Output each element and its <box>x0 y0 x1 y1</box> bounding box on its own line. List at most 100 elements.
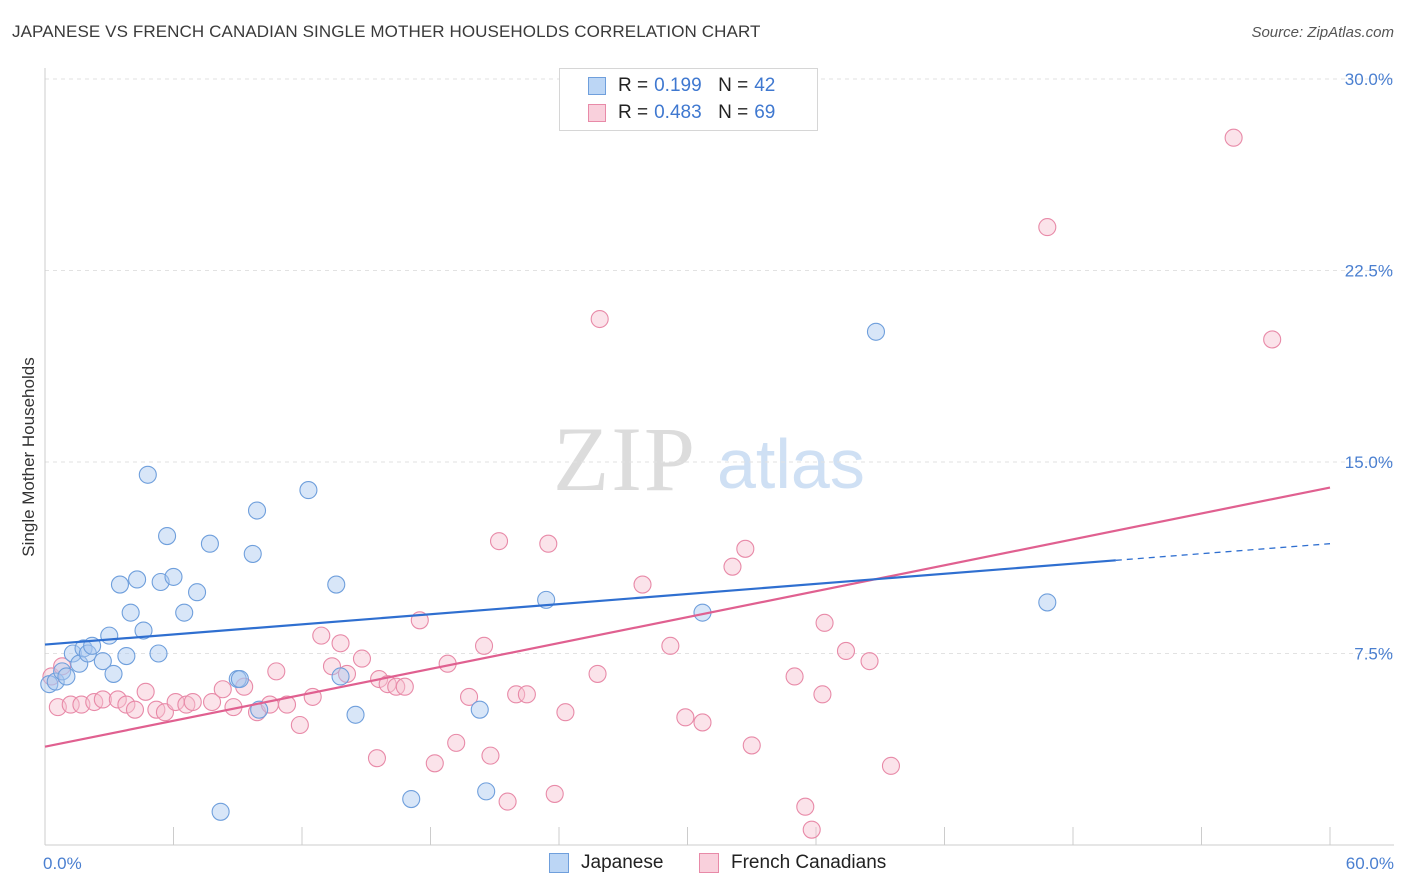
french-canadians-point <box>203 692 222 712</box>
french-canadians-point <box>290 715 309 735</box>
series-legend-japanese[interactable]: Japanese <box>549 852 663 874</box>
french-canadians-point <box>93 690 112 709</box>
japanese-point <box>121 603 140 622</box>
french-canadians-point <box>459 687 479 706</box>
japanese-point <box>470 700 489 719</box>
french-canadians-point <box>723 557 742 576</box>
japanese-point <box>477 782 496 801</box>
grid <box>45 78 1394 654</box>
french-canadians-point <box>556 703 575 722</box>
french-canadians-point <box>590 309 609 329</box>
french-canadians-trend-line <box>44 486 1331 748</box>
legend-row-french-canadians: R = 0.483 N = 69 <box>588 101 775 125</box>
legend-swatch-french-canadians <box>588 104 606 122</box>
chart-title: JAPANESE VS FRENCH CANADIAN SINGLE MOTHE… <box>12 22 761 41</box>
legend-swatch-japanese <box>588 77 606 95</box>
japanese-point <box>158 526 177 546</box>
japanese-point <box>117 647 136 666</box>
french-canadians-point <box>489 532 509 551</box>
french-canadians-points <box>42 128 1282 839</box>
legend-n-label: N = <box>718 102 749 123</box>
french-canadians-point <box>352 649 372 668</box>
legend-r-label: R = <box>618 102 649 123</box>
japanese-point <box>134 621 153 640</box>
french-canadians-point <box>312 626 331 645</box>
series-legend: Japanese French Canadians <box>0 852 1406 878</box>
y-tick-label: 30.0% <box>1345 70 1393 89</box>
french-canadians-point <box>661 636 680 655</box>
legend-r-value: 0.199 <box>654 75 702 96</box>
x-tick-label-min: 0.0% <box>43 854 82 873</box>
japanese-point <box>200 534 219 553</box>
french-canadians-point <box>125 700 144 719</box>
y-tick-labels: 7.5% 15.0% 22.5% 30.0% <box>1345 70 1393 664</box>
japanese-point <box>57 667 76 686</box>
french-canadians-point <box>213 680 232 699</box>
japanese-point <box>243 544 262 563</box>
series-swatch-japanese <box>549 853 569 873</box>
japanese-point <box>93 652 112 671</box>
french-canadians-point <box>633 575 652 594</box>
french-canadians-point <box>277 695 297 714</box>
french-canadians-point <box>836 641 856 660</box>
x-ticks <box>44 827 1331 845</box>
japanese-point <box>1038 593 1057 612</box>
japanese-point <box>149 644 168 663</box>
japanese-point <box>138 465 157 484</box>
series-swatch-french-canadians <box>699 853 719 873</box>
french-canadians-point <box>367 749 387 768</box>
japanese-point <box>402 789 421 809</box>
french-canadians-point <box>474 636 494 655</box>
japanese-point <box>188 583 207 602</box>
french-canadians-point <box>267 662 286 681</box>
axes <box>44 68 1394 846</box>
french-canadians-point <box>481 746 500 765</box>
japanese-point <box>110 575 130 594</box>
french-canadians-point <box>676 708 695 727</box>
french-canadians-point <box>860 652 879 671</box>
french-canadians-point <box>588 664 607 683</box>
french-canadians-point <box>331 634 350 653</box>
y-tick-label: 7.5% <box>1354 645 1393 664</box>
x-tick-label-max: 60.0% <box>1346 854 1394 873</box>
legend-r-label: R = <box>618 75 649 96</box>
legend-row-japanese: R = 0.199 N = 42 <box>588 74 775 98</box>
japanese-point <box>128 570 147 589</box>
japanese-point <box>327 575 346 594</box>
french-canadians-point <box>802 820 821 839</box>
series-legend-french-canadians[interactable]: French Canadians <box>699 852 886 874</box>
french-canadians-point <box>813 685 832 704</box>
japanese-trend-line <box>44 559 1116 646</box>
watermark-zip: ZIP <box>553 408 697 510</box>
french-canadians-point <box>517 685 536 704</box>
french-canadians-point <box>881 756 901 775</box>
legend-n-value: 69 <box>754 102 776 123</box>
french-canadians-point <box>539 534 558 553</box>
french-canadians-point <box>498 792 517 811</box>
japanese-trend-line-extrapolated <box>1115 543 1331 561</box>
french-canadians-point <box>742 736 761 755</box>
french-canadians-point <box>507 685 526 704</box>
japanese-points <box>40 322 1057 821</box>
y-tick-label: 22.5% <box>1345 262 1393 281</box>
chart-source: Source: ZipAtlas.com <box>1251 24 1394 41</box>
legend-n-label: N = <box>718 75 749 96</box>
french-canadians-point <box>136 682 155 701</box>
japanese-point <box>211 802 230 821</box>
french-canadians-point <box>1038 218 1057 237</box>
japanese-point <box>331 667 350 686</box>
japanese-point <box>230 669 249 689</box>
japanese-point <box>247 501 267 520</box>
japanese-point <box>299 481 318 500</box>
french-canadians-point <box>796 797 815 816</box>
french-canadians-point <box>183 692 202 712</box>
french-canadians-point <box>736 539 755 558</box>
japanese-point <box>63 644 82 663</box>
french-canadians-point <box>1263 330 1282 349</box>
french-canadians-point <box>785 667 804 686</box>
french-canadians-point <box>693 713 712 732</box>
french-canadians-point <box>395 677 414 696</box>
y-tick-label: 15.0% <box>1345 453 1393 472</box>
watermark-atlas: atlas <box>717 425 865 503</box>
